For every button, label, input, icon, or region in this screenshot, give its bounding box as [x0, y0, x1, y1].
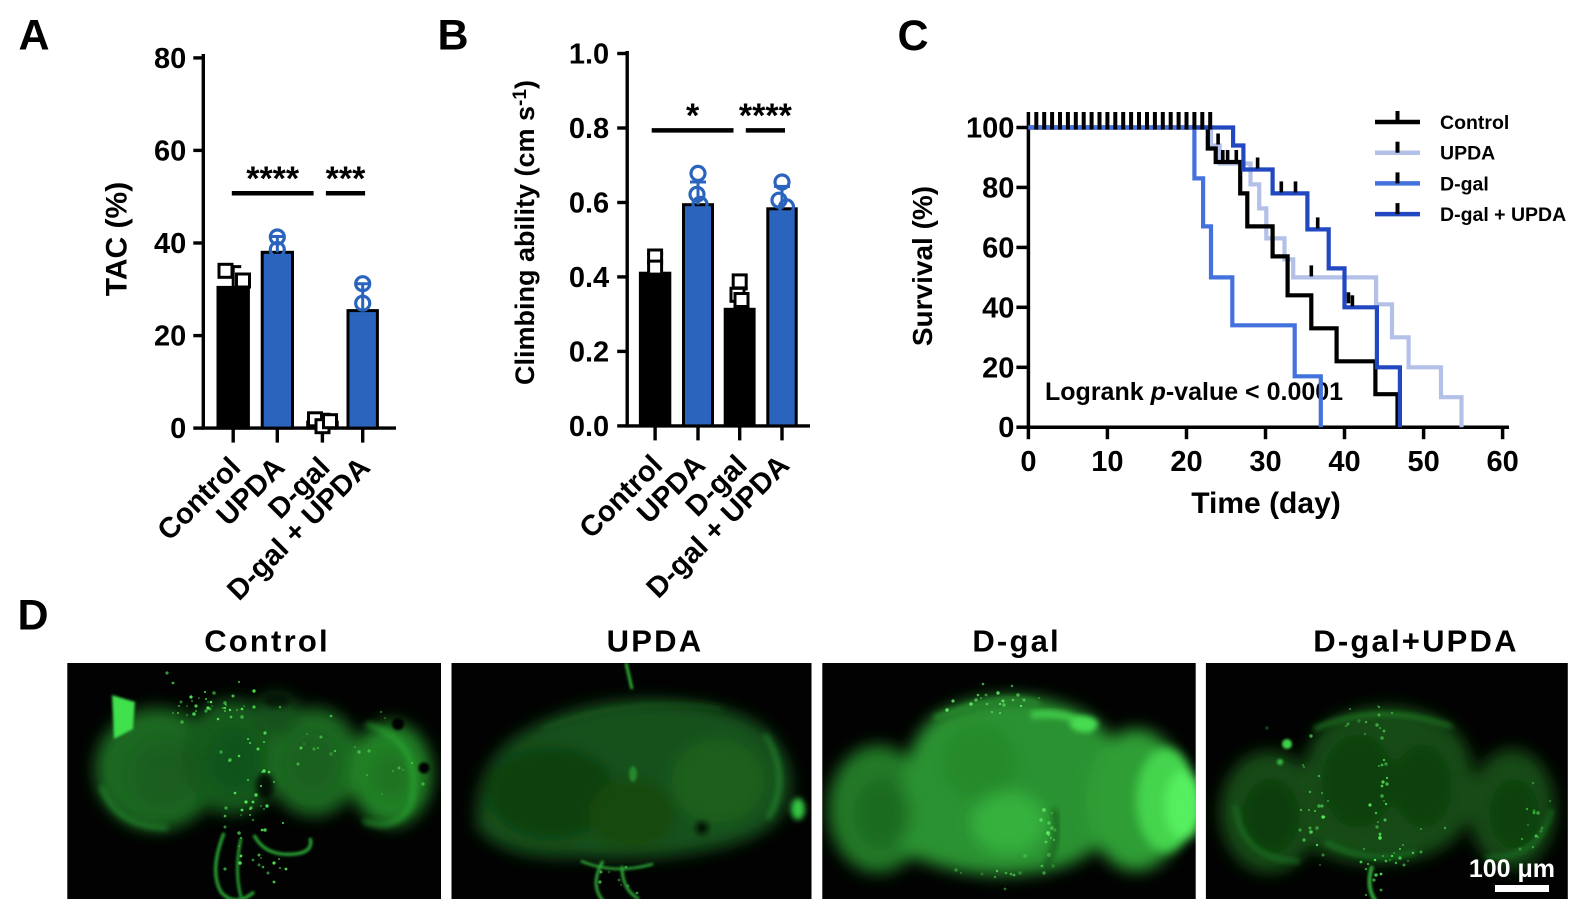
svg-text:1.0: 1.0 [569, 39, 609, 71]
svg-text:0.4: 0.4 [569, 262, 609, 294]
svg-text:D: D [18, 592, 49, 640]
svg-text:D-gal: D-gal [972, 624, 1061, 659]
svg-text:80: 80 [982, 172, 1014, 204]
svg-text:80: 80 [154, 43, 186, 75]
svg-text:0: 0 [998, 412, 1014, 444]
svg-text:****: **** [246, 160, 300, 198]
svg-text:*: * [686, 97, 700, 135]
svg-text:Logrank p-value < 0.0001: Logrank p-value < 0.0001 [1045, 378, 1343, 406]
svg-text:10: 10 [1091, 446, 1123, 478]
svg-text:Control: Control [204, 624, 330, 659]
svg-text:D-gal: D-gal [1440, 173, 1489, 195]
svg-text:UPDA: UPDA [1440, 143, 1495, 165]
svg-text:20: 20 [982, 352, 1014, 384]
svg-text:100 μm: 100 μm [1469, 855, 1555, 883]
svg-text:0.8: 0.8 [569, 113, 609, 145]
svg-text:20: 20 [154, 321, 186, 353]
svg-text:Survival (%): Survival (%) [907, 186, 938, 346]
svg-text:60: 60 [1486, 446, 1518, 478]
svg-text:D-gal + UPDA: D-gal + UPDA [1440, 204, 1566, 226]
svg-text:***: *** [326, 160, 366, 198]
svg-text:0: 0 [170, 413, 186, 445]
svg-text:0.2: 0.2 [569, 336, 609, 368]
svg-text:0: 0 [1020, 446, 1036, 478]
svg-text:60: 60 [154, 135, 186, 167]
svg-text:30: 30 [1249, 446, 1281, 478]
svg-text:UPDA: UPDA [607, 624, 704, 659]
svg-text:A: A [19, 12, 50, 60]
svg-text:40: 40 [1328, 446, 1360, 478]
svg-text:40: 40 [982, 292, 1014, 324]
svg-text:100: 100 [966, 113, 1014, 145]
svg-text:Control: Control [1440, 112, 1509, 134]
svg-text:D-gal+UPDA: D-gal+UPDA [1313, 624, 1518, 659]
svg-text:Time (day): Time (day) [1191, 487, 1341, 520]
svg-text:TAC (%): TAC (%) [101, 182, 134, 296]
svg-text:50: 50 [1407, 446, 1439, 478]
svg-text:40: 40 [154, 228, 186, 260]
svg-text:****: **** [739, 97, 793, 135]
svg-text:Climbing ability (cm s-1): Climbing ability (cm s-1) [510, 80, 540, 385]
svg-text:0.6: 0.6 [569, 188, 609, 220]
svg-text:C: C [898, 12, 929, 60]
svg-text:20: 20 [1170, 446, 1202, 478]
svg-text:B: B [438, 12, 469, 60]
svg-text:60: 60 [982, 232, 1014, 264]
svg-text:0.0: 0.0 [569, 411, 609, 443]
